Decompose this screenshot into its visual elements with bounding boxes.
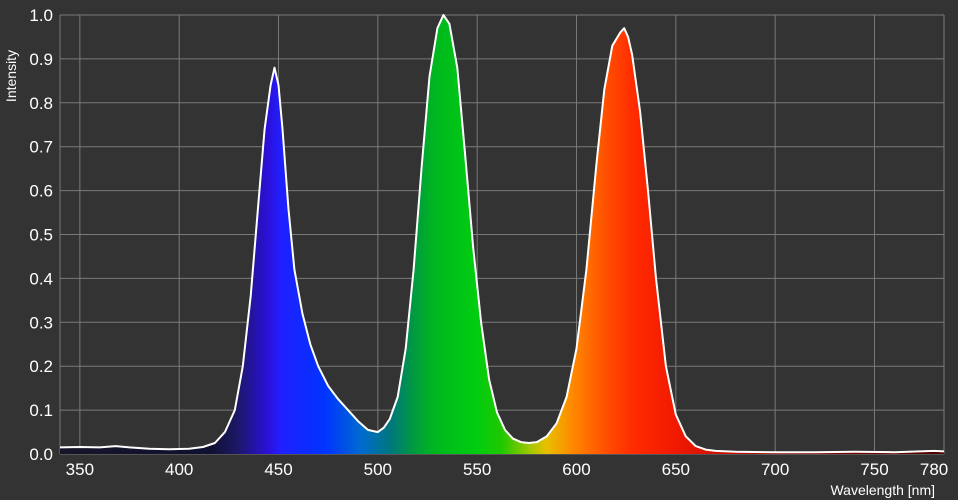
spectrum-curve [59,14,945,454]
y-tick-label: 0.2 [29,357,53,376]
y-axis-ticks: 0.0 0.1 0.2 0.3 0.4 0.5 0.6 0.7 0.8 0.9 1.0 [29,6,53,464]
y-tick-label: 0.1 [29,401,53,420]
x-tick-label: 450 [264,460,292,479]
x-tick-label: 600 [562,460,590,479]
y-tick-label: 0.7 [29,138,53,157]
y-tick-label: 0.3 [29,313,53,332]
y-tick-label: 0.6 [29,182,53,201]
x-tick-label: 500 [364,460,392,479]
x-tick-label: 550 [463,460,491,479]
x-axis-ticks: 350 400 450 500 550 600 650 700 750 780 [66,460,949,479]
y-tick-label: 1.0 [29,6,53,25]
x-tick-label: 780 [920,460,948,479]
x-tick-label: 400 [165,460,193,479]
x-tick-label: 700 [761,460,789,479]
y-tick-label: 0.9 [29,50,53,69]
x-axis-label: Wavelength [nm] [830,482,935,498]
x-tick-label: 750 [860,460,888,479]
y-axis-label: Intensity [3,50,19,102]
spectrum-area [60,15,944,454]
y-tick-label: 0.0 [29,445,53,464]
x-tick-label: 650 [662,460,690,479]
x-tick-label: 350 [66,460,94,479]
y-tick-label: 0.4 [29,269,53,288]
y-tick-label: 0.8 [29,94,53,113]
y-tick-label: 0.5 [29,226,53,245]
